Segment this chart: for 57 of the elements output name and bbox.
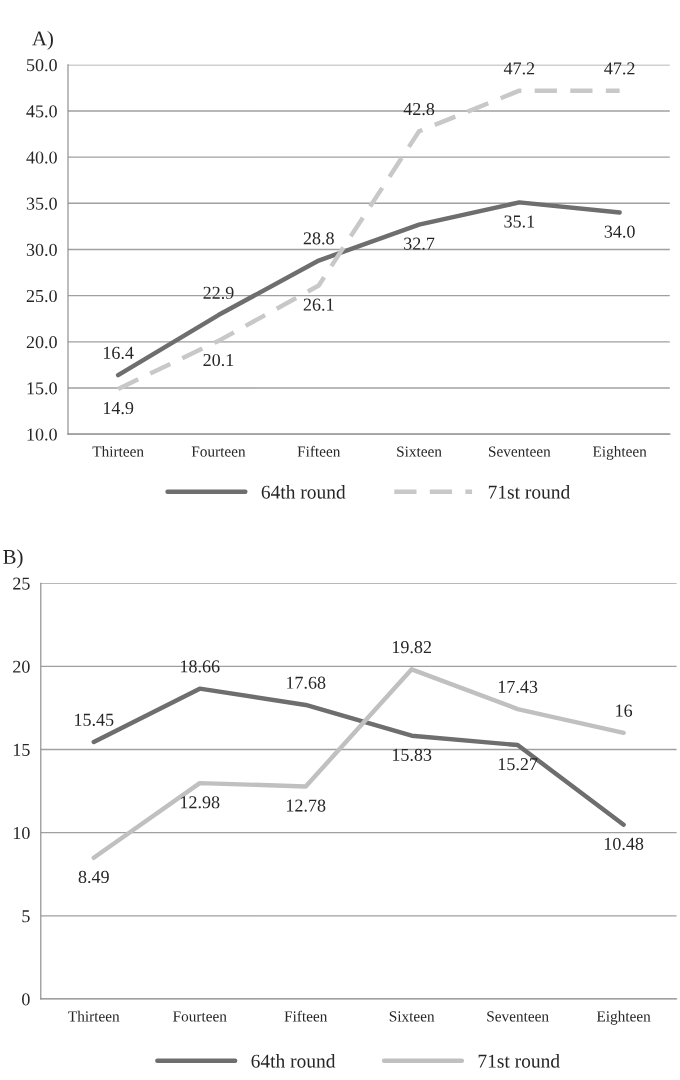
y-tick-label: 10.0 [27, 428, 57, 441]
data-label: 10.48 [604, 837, 644, 850]
data-label: 15.45 [75, 713, 114, 726]
data-label: 15.83 [392, 748, 432, 761]
x-tick-label: Fifteen [297, 445, 341, 457]
y-tick-label: 30.0 [26, 243, 57, 256]
legend-label: 71st round [478, 1054, 560, 1068]
data-label: 22.9 [203, 286, 234, 299]
legend-label: 71st round [488, 485, 571, 499]
y-tick-label: 35.0 [26, 197, 57, 210]
data-label: 18.66 [181, 660, 220, 673]
data-label: 8.49 [78, 870, 109, 884]
x-tick-label: Eighteen [592, 445, 647, 460]
x-tick-label: Sixteen [397, 446, 442, 457]
y-tick-label: 25 [13, 577, 30, 590]
data-label: 26.1 [303, 298, 334, 311]
y-tick-label: 50.0 [27, 59, 57, 72]
data-label: 28.8 [303, 232, 334, 245]
data-label: 15.27 [498, 758, 538, 771]
y-tick-label: 15 [13, 743, 30, 756]
x-tick-label: Fourteen [173, 1011, 227, 1022]
data-label: 17.43 [498, 680, 538, 694]
data-label: 35.1 [504, 215, 535, 228]
y-tick-label: 15.0 [27, 382, 57, 395]
y-tick-label: 40.0 [26, 151, 57, 164]
legend-label: 64th round [251, 1054, 336, 1068]
data-label: 47.2 [503, 62, 535, 75]
x-tick-label: Fifteen [284, 1010, 328, 1022]
x-tick-label: Eighteen [596, 1010, 651, 1025]
data-label: 16 [616, 704, 633, 717]
y-tick-label: 25.0 [26, 289, 57, 303]
x-tick-label: Seventeen [488, 446, 551, 457]
y-tick-label: 20.0 [26, 336, 57, 349]
data-label: 20.1 [203, 353, 234, 367]
chart-title: A) [32, 30, 53, 50]
x-tick-label: Fourteen [191, 446, 246, 457]
data-label: 12.98 [181, 796, 220, 809]
y-tick-label: 0 [22, 993, 30, 1006]
x-tick-label: Seventeen [487, 1011, 549, 1022]
data-label: 47.2 [604, 62, 635, 75]
y-tick-label: 45.0 [26, 105, 57, 118]
y-tick-label: 20 [13, 660, 30, 673]
x-tick-label: Thirteen [68, 1010, 120, 1022]
x-tick-label: Sixteen [389, 1011, 435, 1022]
data-label: 32.7 [404, 237, 435, 250]
data-label: 14.9 [103, 401, 134, 415]
chart-title: B) [3, 549, 23, 569]
y-tick-label: 5 [22, 910, 30, 923]
y-tick-label: 10 [13, 826, 30, 840]
data-label: 17.68 [286, 676, 326, 689]
data-label: 16.4 [103, 346, 134, 359]
legend-label: 64th round [261, 485, 346, 499]
data-label: 12.78 [286, 799, 326, 812]
data-label: 34.0 [604, 225, 635, 238]
data-label: 19.82 [392, 641, 431, 654]
x-tick-label: Thirteen [92, 445, 144, 457]
data-label: 42.8 [403, 102, 435, 116]
